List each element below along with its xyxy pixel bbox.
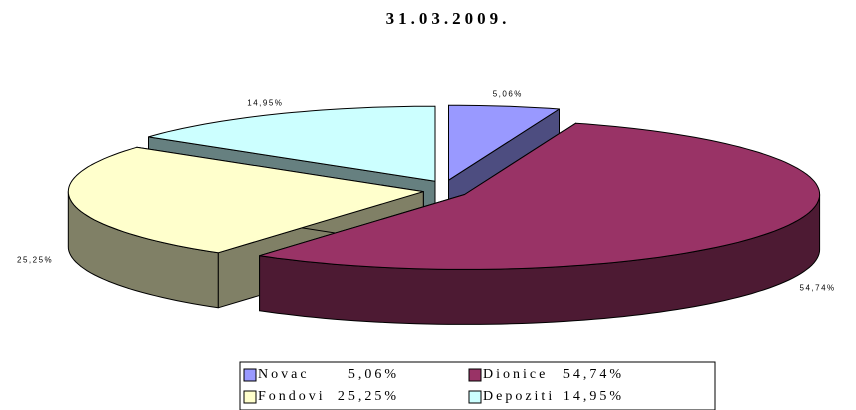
legend-value: 14,95% [563, 389, 624, 404]
legend-swatch [243, 390, 257, 404]
legend-swatch [468, 368, 482, 382]
value-label: 14,95% [247, 99, 283, 108]
legend-value: 25,25% [338, 389, 399, 404]
legend-swatch [468, 390, 482, 404]
value-label: 25,25% [17, 256, 53, 265]
legend-label: Fondovi [258, 389, 326, 404]
value-label: 5,06% [493, 89, 523, 98]
legend-value: 5,06% [348, 367, 399, 382]
legend-label: Depoziti [483, 389, 555, 404]
slice [448, 104, 560, 181]
legend-value: 54,74% [563, 367, 624, 382]
legend-swatch [243, 368, 257, 382]
legend-label: Novac [258, 367, 310, 382]
value-label: 54,74% [800, 284, 836, 293]
chart-title: 31.03.2009. [386, 9, 511, 28]
slice [259, 122, 821, 270]
slice [67, 146, 424, 254]
legend-label: Dionice [483, 367, 548, 382]
slice [148, 105, 436, 182]
